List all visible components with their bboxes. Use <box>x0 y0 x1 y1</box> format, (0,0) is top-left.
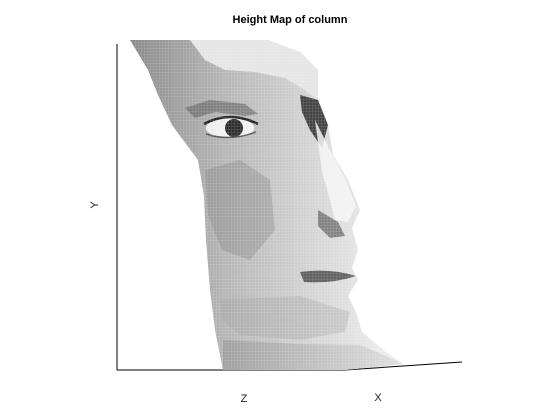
chart-title: Height Map of column <box>233 14 348 26</box>
z-axis-label: Z <box>241 393 248 405</box>
y-axis-label: Y <box>89 201 101 209</box>
x-axis-line <box>344 361 463 371</box>
surface-mesh <box>130 40 404 370</box>
mesh-grid <box>130 40 404 370</box>
x-axis-label: X <box>374 392 382 404</box>
